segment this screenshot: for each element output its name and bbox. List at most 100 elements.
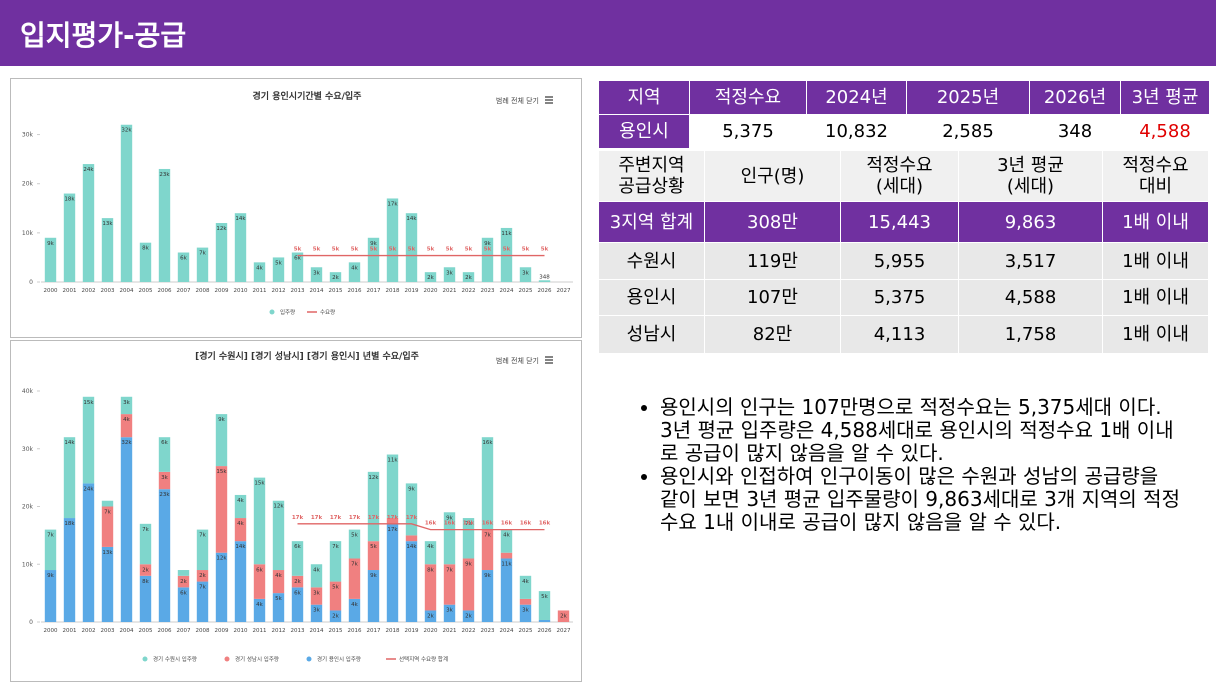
header-cell: 2025년	[906, 80, 1030, 115]
bar-label: 7k	[446, 567, 453, 573]
bar-label: 2k	[560, 613, 567, 619]
bar	[310, 604, 323, 622]
bar-label: 12k	[368, 475, 379, 481]
line-label: 17k	[292, 515, 304, 521]
x-tick-label: 2001	[63, 628, 77, 634]
bar	[215, 414, 228, 467]
x-tick-label: 2001	[63, 288, 77, 294]
bar-label: 2k	[427, 275, 434, 281]
chart-title: [경기 수원시] [경기 성남시] [경기 용인시] 년별 수요/입주	[195, 350, 419, 362]
bar	[177, 570, 190, 576]
bar-label: 14k	[64, 440, 75, 446]
cell: 10,832	[806, 114, 907, 149]
bar	[44, 529, 57, 571]
bar-label: 12k	[216, 556, 227, 562]
bar	[481, 570, 494, 622]
bar	[120, 124, 133, 282]
bar	[424, 610, 437, 622]
header-cell: 적정수요	[689, 80, 807, 115]
cell: 119만	[704, 242, 841, 280]
bar	[291, 252, 304, 282]
line	[297, 523, 545, 531]
bar	[367, 541, 380, 571]
x-tick-label: 2004	[120, 288, 134, 294]
bar	[500, 552, 513, 559]
cell: 1,758	[958, 315, 1103, 354]
line-label: 16k	[501, 521, 513, 527]
chart-three-cities: [경기 수원시] [경기 성남시] [경기 용인시] 년별 수요/입주 범례 전체…	[10, 340, 582, 682]
bar	[139, 564, 152, 576]
cell: 107만	[704, 279, 841, 316]
line-label: 17k	[406, 515, 418, 521]
bar-label: 4k	[427, 544, 434, 550]
line-label: 5k	[370, 247, 378, 253]
legend-label: 수요량	[320, 309, 335, 316]
bar-label: 11k	[387, 458, 398, 464]
bar	[101, 506, 114, 547]
x-tick-label: 2009	[215, 628, 229, 634]
bar-label: 12k	[273, 504, 284, 510]
table-surrounding: 주변지역 공급상황 인구(명) 적정수요 (세대) 3년 평균 (세대) 적정수요 대비…	[598, 150, 1209, 354]
bar	[139, 575, 152, 622]
y-tick-label: 30k	[22, 132, 34, 139]
bar	[348, 598, 361, 622]
bar	[557, 610, 570, 622]
table-row: 용인시 107만 5,375 4,588 1배 이내	[598, 279, 1209, 316]
x-tick-label: 2018	[386, 628, 400, 634]
line-label: 16k	[539, 521, 551, 527]
bar	[386, 518, 399, 524]
bar-label: 7k	[332, 544, 339, 550]
bar	[443, 604, 456, 622]
header-bar: 입지평가-공급	[0, 0, 1216, 66]
header-cell: 적정수요 (세대)	[840, 150, 959, 202]
x-tick-label: 2022	[462, 628, 476, 634]
bar-label: 6k	[294, 256, 301, 262]
legend-label: 선택지역 수요량 합계	[399, 655, 448, 663]
bar-label: 9k	[370, 573, 377, 579]
bar-label: 5k	[275, 596, 282, 602]
bar-label: 3k	[446, 270, 453, 276]
bar-label: 24k	[83, 167, 94, 173]
bar	[462, 610, 475, 622]
bar-label: 13k	[102, 221, 113, 227]
bar-label: 13k	[102, 550, 113, 556]
bar-label: 9k	[446, 515, 453, 521]
cell: 1배 이내	[1102, 201, 1209, 243]
x-tick-label: 2013	[291, 628, 305, 634]
bar	[405, 535, 418, 542]
bar-label: 4k	[313, 567, 320, 573]
bar-label: 4k	[256, 265, 263, 271]
bar	[519, 598, 532, 605]
bar-label: 4k	[503, 533, 510, 539]
bar	[538, 280, 551, 282]
line-label: 5k	[313, 247, 321, 253]
bar-label: 9k	[408, 486, 415, 492]
bar	[177, 587, 190, 622]
bar-label: 5k	[275, 260, 282, 266]
cell: 5,955	[840, 242, 959, 280]
x-tick-label: 2026	[538, 288, 552, 294]
bar-label: 15k	[216, 469, 227, 475]
bar	[291, 575, 304, 588]
bar	[101, 218, 114, 282]
bar	[405, 213, 418, 282]
bar	[329, 610, 342, 622]
header-cell: 주변지역 공급상황	[598, 150, 705, 202]
bar-label: 7k	[465, 521, 472, 527]
bar	[500, 529, 513, 553]
cell: 308만	[704, 201, 841, 243]
bar-label: 6k	[180, 590, 187, 596]
x-tick-label: 2004	[120, 628, 134, 634]
bar	[82, 396, 95, 484]
x-tick-label: 2019	[405, 288, 419, 294]
bar-label: 5k	[541, 594, 548, 600]
table-row: 성남시 82만 4,113 1,758 1배 이내	[598, 315, 1209, 354]
bar-label: 18k	[64, 521, 75, 527]
bar-label: 9k	[370, 241, 377, 247]
cell: 용인시	[598, 114, 690, 149]
line-label: 17k	[349, 515, 361, 521]
header-cell: 지역	[598, 80, 690, 115]
bar-label: 2k	[180, 579, 187, 585]
x-tick-label: 2006	[158, 288, 172, 294]
bullet: 용인시의 인구는 107만명으로 적정수요는 5,375세대 이다. 3년 평균…	[660, 396, 1180, 465]
